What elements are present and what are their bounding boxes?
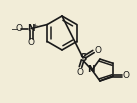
Text: N: N (27, 24, 35, 33)
Text: S: S (79, 53, 87, 63)
Text: O: O (76, 68, 83, 77)
Text: −: − (10, 24, 18, 33)
Text: O: O (123, 71, 130, 80)
Text: O: O (28, 38, 35, 47)
Text: O: O (16, 24, 23, 33)
Text: O: O (95, 46, 102, 54)
Text: N: N (87, 66, 94, 74)
Text: +: + (32, 22, 37, 28)
